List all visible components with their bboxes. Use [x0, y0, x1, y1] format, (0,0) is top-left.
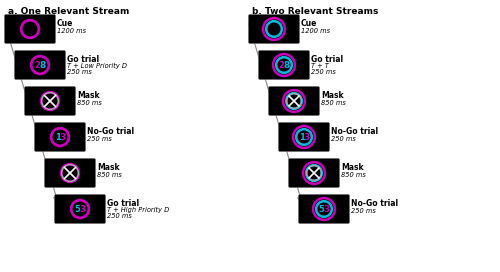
Text: 850 ms: 850 ms: [321, 100, 346, 106]
Text: No-Go trial: No-Go trial: [87, 128, 134, 137]
FancyBboxPatch shape: [44, 159, 96, 187]
Text: No-Go trial: No-Go trial: [351, 199, 398, 209]
Text: Mask: Mask: [77, 91, 100, 100]
Text: 8: 8: [284, 60, 290, 70]
FancyBboxPatch shape: [268, 86, 320, 116]
FancyBboxPatch shape: [248, 14, 300, 44]
Text: 5: 5: [318, 205, 324, 214]
Text: 3: 3: [324, 205, 330, 214]
Text: Mask: Mask: [97, 163, 120, 172]
Text: 1: 1: [298, 132, 304, 141]
Text: 1: 1: [54, 132, 60, 141]
Text: Mask: Mask: [341, 163, 363, 172]
Text: 2: 2: [278, 60, 284, 70]
Text: 250 ms: 250 ms: [311, 69, 336, 75]
Text: Go trial: Go trial: [311, 55, 343, 64]
Text: 850 ms: 850 ms: [341, 172, 366, 178]
FancyBboxPatch shape: [14, 51, 66, 79]
Text: 5: 5: [74, 205, 80, 214]
Text: 250 ms: 250 ms: [107, 213, 132, 219]
Text: Cue: Cue: [301, 20, 318, 29]
FancyBboxPatch shape: [54, 194, 106, 224]
Text: 8: 8: [40, 60, 46, 70]
Text: T + T: T + T: [311, 63, 329, 69]
FancyBboxPatch shape: [24, 86, 76, 116]
FancyBboxPatch shape: [278, 122, 330, 152]
Text: b. Two Relevant Streams: b. Two Relevant Streams: [252, 7, 378, 16]
Text: Mask: Mask: [321, 91, 344, 100]
Text: T + Low Priority D: T + Low Priority D: [67, 63, 127, 69]
FancyBboxPatch shape: [34, 122, 86, 152]
Text: Go trial: Go trial: [67, 55, 99, 64]
Text: T + High Priority D: T + High Priority D: [107, 207, 169, 213]
Text: 250 ms: 250 ms: [67, 69, 92, 75]
Text: Go trial: Go trial: [107, 199, 139, 209]
Text: time: time: [61, 207, 77, 213]
Text: 2: 2: [34, 60, 40, 70]
Text: a. One Relevant Stream: a. One Relevant Stream: [8, 7, 130, 16]
Text: No-Go trial: No-Go trial: [331, 128, 378, 137]
FancyBboxPatch shape: [258, 51, 310, 79]
Text: 250 ms: 250 ms: [351, 208, 376, 214]
Text: 850 ms: 850 ms: [97, 172, 122, 178]
Text: 1200 ms: 1200 ms: [301, 28, 330, 34]
Text: 850 ms: 850 ms: [77, 100, 102, 106]
Text: 1200 ms: 1200 ms: [57, 28, 86, 34]
Text: 3: 3: [60, 132, 66, 141]
Text: 3: 3: [80, 205, 86, 214]
FancyBboxPatch shape: [4, 14, 56, 44]
Text: 3: 3: [304, 132, 310, 141]
FancyBboxPatch shape: [298, 194, 350, 224]
Text: 250 ms: 250 ms: [87, 136, 112, 142]
Text: time: time: [305, 207, 321, 213]
Text: Cue: Cue: [57, 20, 74, 29]
Text: 250 ms: 250 ms: [331, 136, 356, 142]
FancyBboxPatch shape: [288, 159, 340, 187]
